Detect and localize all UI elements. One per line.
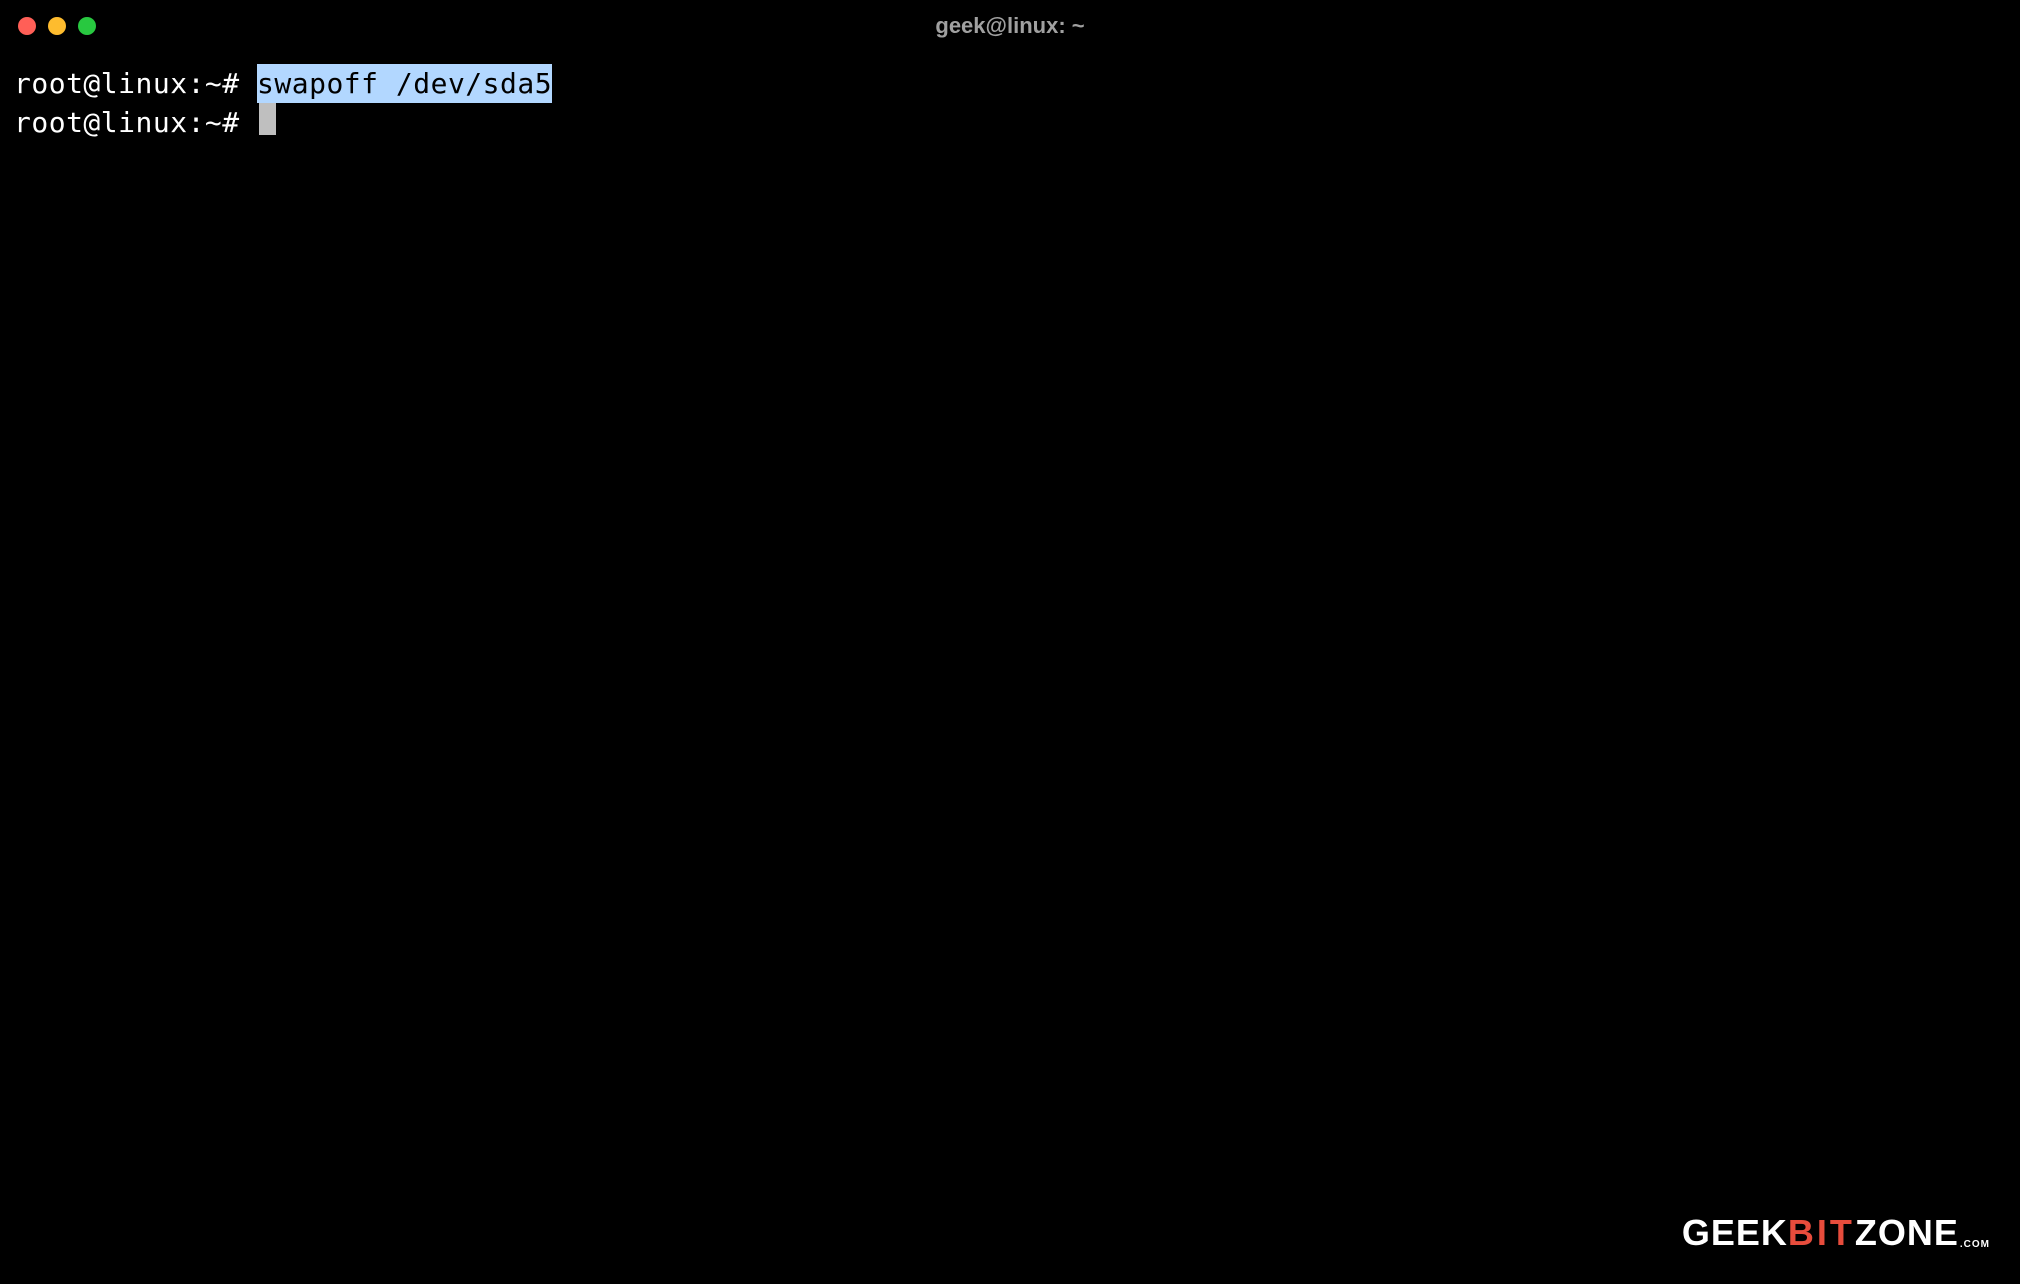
terminal-line: root@linux:~#	[14, 103, 2006, 142]
terminal-line: root@linux:~# swapoff /dev/sda5	[14, 64, 2006, 103]
shell-prompt: root@linux:~#	[14, 103, 257, 142]
command-text: swapoff /dev/sda5	[257, 64, 552, 103]
watermark-part-geek: GEEK	[1682, 1212, 1788, 1254]
close-button[interactable]	[18, 17, 36, 35]
shell-prompt: root@linux:~#	[14, 64, 257, 103]
maximize-button[interactable]	[78, 17, 96, 35]
watermark-suffix: .COM	[1960, 1239, 1990, 1250]
terminal-body[interactable]: root@linux:~# swapoff /dev/sda5 root@lin…	[0, 52, 2020, 154]
window-titlebar: geek@linux: ~	[0, 0, 2020, 52]
watermark-part-zone: ZONE	[1855, 1212, 1959, 1254]
window-title: geek@linux: ~	[935, 13, 1084, 39]
cursor-icon	[259, 103, 276, 135]
minimize-button[interactable]	[48, 17, 66, 35]
watermark-part-bit: BIT	[1788, 1212, 1855, 1254]
window-controls	[18, 17, 96, 35]
watermark-logo: GEEK BIT ZONE .COM	[1682, 1212, 1990, 1254]
